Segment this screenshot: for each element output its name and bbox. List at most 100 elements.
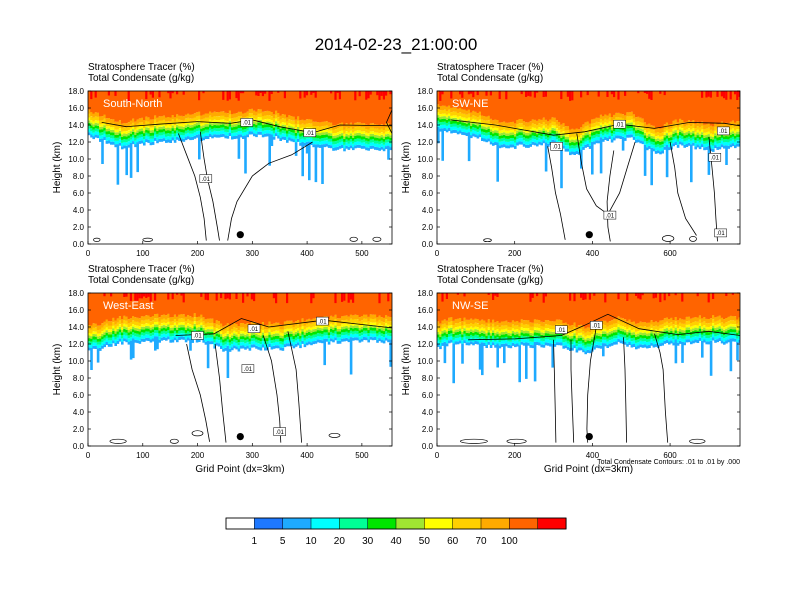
tracer-column bbox=[211, 125, 214, 129]
tracer-column bbox=[538, 336, 541, 340]
tracer-column bbox=[652, 91, 656, 126]
tracer-column bbox=[341, 130, 344, 134]
tracer-column bbox=[441, 320, 444, 325]
tracer-column bbox=[99, 116, 102, 121]
tracer-column-top bbox=[261, 91, 265, 97]
tracer-column-top bbox=[138, 293, 142, 299]
tracer-column bbox=[608, 126, 612, 130]
tracer-column bbox=[591, 130, 594, 133]
tracer-column bbox=[544, 119, 548, 125]
tracer-column bbox=[341, 141, 344, 145]
panel-label: SW-NE bbox=[452, 98, 488, 110]
tracer-column bbox=[564, 130, 568, 135]
tracer-column bbox=[116, 121, 120, 126]
tracer-column-top bbox=[158, 91, 161, 98]
tracer-column bbox=[121, 338, 124, 342]
tracer-column bbox=[599, 122, 603, 126]
tracer-column bbox=[492, 120, 495, 125]
tracer-column-top bbox=[720, 91, 724, 97]
tracer-column bbox=[540, 136, 543, 139]
tracer-column bbox=[297, 324, 300, 328]
tracer-column bbox=[443, 338, 447, 342]
tracer-column bbox=[345, 142, 348, 146]
tracer-column bbox=[112, 293, 115, 318]
tracer-column bbox=[606, 341, 609, 345]
tracer-column bbox=[698, 131, 702, 135]
tracer-column bbox=[184, 332, 188, 336]
tracer-column bbox=[248, 91, 252, 110]
tracer-column bbox=[597, 293, 601, 323]
tracer-column bbox=[195, 317, 199, 322]
tracer-column-top bbox=[171, 91, 175, 94]
tracer-column bbox=[191, 325, 194, 328]
tracer-column bbox=[582, 135, 585, 138]
tracer-column bbox=[376, 143, 379, 148]
tracer-column bbox=[125, 123, 128, 128]
tracer-column bbox=[246, 323, 249, 328]
tracer-column bbox=[643, 341, 647, 345]
tracer-column-top bbox=[624, 91, 627, 96]
tracer-column-top bbox=[734, 91, 737, 95]
tracer-column bbox=[222, 339, 225, 343]
tracer-column bbox=[639, 344, 642, 348]
tracer-column bbox=[250, 332, 254, 336]
tracer-column bbox=[650, 141, 653, 145]
tracer-column bbox=[149, 339, 153, 343]
tracer-column bbox=[520, 341, 524, 345]
tracer-column bbox=[639, 140, 642, 144]
tracer-column bbox=[224, 344, 227, 348]
tracer-column bbox=[494, 293, 497, 323]
tracer-column bbox=[202, 130, 205, 134]
tracer-column bbox=[275, 341, 278, 346]
tracer-column bbox=[481, 131, 484, 135]
tracer-column bbox=[103, 340, 106, 345]
tracer-column bbox=[345, 139, 348, 143]
tracer-column bbox=[202, 125, 205, 128]
tracer-column bbox=[670, 137, 673, 141]
tracer-column bbox=[154, 115, 157, 120]
tracer-column bbox=[564, 322, 568, 327]
tracer-column bbox=[555, 91, 559, 121]
tracer-column bbox=[303, 91, 307, 121]
tracer-column bbox=[105, 140, 109, 144]
tracer-column bbox=[371, 142, 375, 146]
tracer-column bbox=[116, 331, 120, 335]
tracer-column bbox=[330, 331, 333, 335]
tracer-column bbox=[617, 112, 620, 118]
tracer-column bbox=[193, 329, 197, 333]
tracer-column bbox=[336, 91, 340, 125]
tracer-column bbox=[356, 325, 359, 329]
tracer-column bbox=[237, 134, 241, 159]
tracer-column bbox=[154, 91, 157, 116]
tracer-column bbox=[437, 91, 440, 105]
tracer-column bbox=[602, 91, 605, 117]
tracer-column bbox=[454, 332, 458, 336]
tracer-column bbox=[129, 91, 133, 121]
tracer-column bbox=[536, 91, 539, 121]
tracer-column bbox=[132, 316, 135, 321]
tracer-column bbox=[165, 319, 168, 324]
tracer-column bbox=[441, 113, 444, 117]
tracer-column bbox=[193, 126, 197, 130]
tracer-column bbox=[505, 343, 508, 347]
tracer-column bbox=[327, 130, 331, 134]
tracer-column bbox=[472, 342, 475, 346]
tracer-column bbox=[672, 136, 675, 140]
tracer-column bbox=[476, 123, 480, 127]
tracer-column-top bbox=[626, 293, 629, 301]
tracer-column bbox=[277, 132, 280, 136]
tracer-column bbox=[193, 293, 197, 314]
tracer-column bbox=[187, 132, 190, 137]
tracer-column bbox=[452, 333, 455, 337]
tracer-column bbox=[158, 124, 161, 127]
tracer-column bbox=[536, 134, 539, 138]
tracer-column bbox=[94, 346, 98, 349]
tracer-column bbox=[569, 325, 572, 330]
tracer-column bbox=[467, 109, 471, 114]
tracer-column bbox=[661, 141, 664, 145]
tracer-column bbox=[259, 91, 263, 110]
tracer-column bbox=[266, 130, 269, 134]
tracer-column bbox=[182, 327, 186, 331]
tracer-column bbox=[450, 321, 453, 326]
tracer-column bbox=[441, 328, 444, 331]
